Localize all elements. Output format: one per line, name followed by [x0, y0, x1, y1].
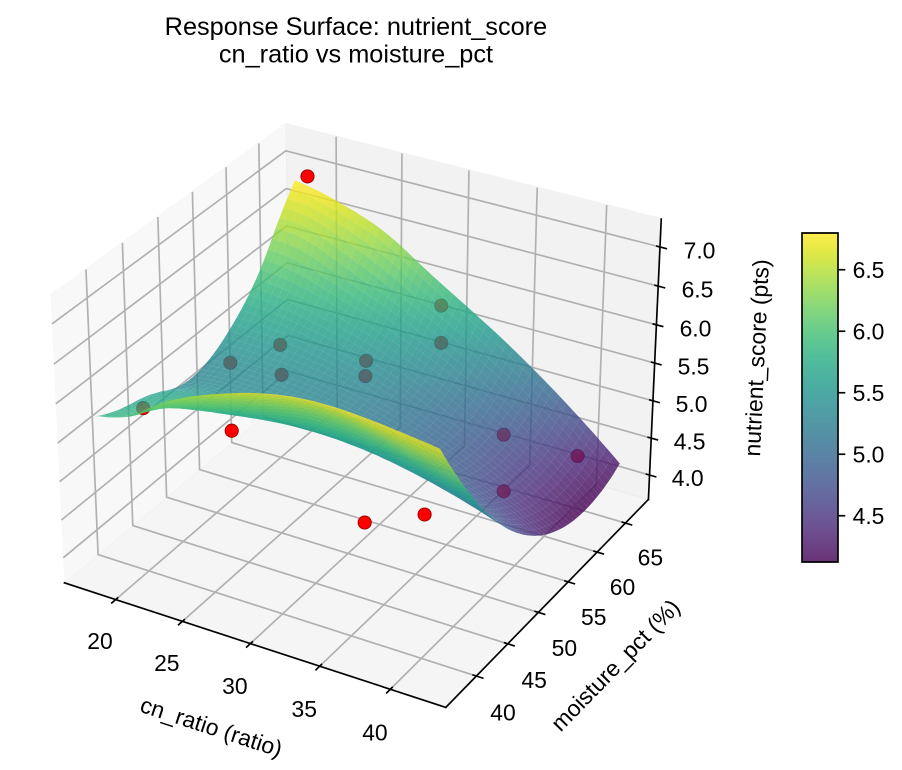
svg-text:45: 45	[521, 667, 546, 693]
svg-text:35: 35	[291, 696, 316, 722]
svg-text:30: 30	[222, 673, 247, 699]
svg-text:cn_ratio vs moisture_pct: cn_ratio vs moisture_pct	[219, 40, 493, 68]
svg-text:6.5: 6.5	[682, 277, 714, 303]
svg-text:6.5: 6.5	[853, 257, 885, 283]
svg-text:6.0: 6.0	[680, 315, 712, 341]
svg-text:5.0: 5.0	[676, 391, 708, 417]
svg-text:5.0: 5.0	[853, 442, 885, 468]
svg-text:40: 40	[490, 699, 515, 725]
svg-text:40: 40	[362, 719, 387, 745]
svg-text:60: 60	[610, 574, 635, 600]
svg-text:55: 55	[581, 604, 606, 630]
svg-text:50: 50	[552, 635, 577, 661]
svg-text:5.5: 5.5	[678, 353, 710, 379]
svg-text:5.5: 5.5	[853, 380, 885, 406]
svg-text:20: 20	[87, 628, 112, 654]
svg-text:4.5: 4.5	[853, 503, 885, 529]
svg-text:25: 25	[154, 650, 179, 676]
svg-text:7.0: 7.0	[684, 238, 716, 264]
svg-text:6.0: 6.0	[853, 319, 885, 345]
svg-text:4.0: 4.0	[672, 465, 704, 491]
svg-text:4.5: 4.5	[674, 428, 706, 454]
svg-text:65: 65	[638, 545, 663, 571]
svg-text:Response Surface: nutrient_sco: Response Surface: nutrient_score	[165, 13, 547, 41]
